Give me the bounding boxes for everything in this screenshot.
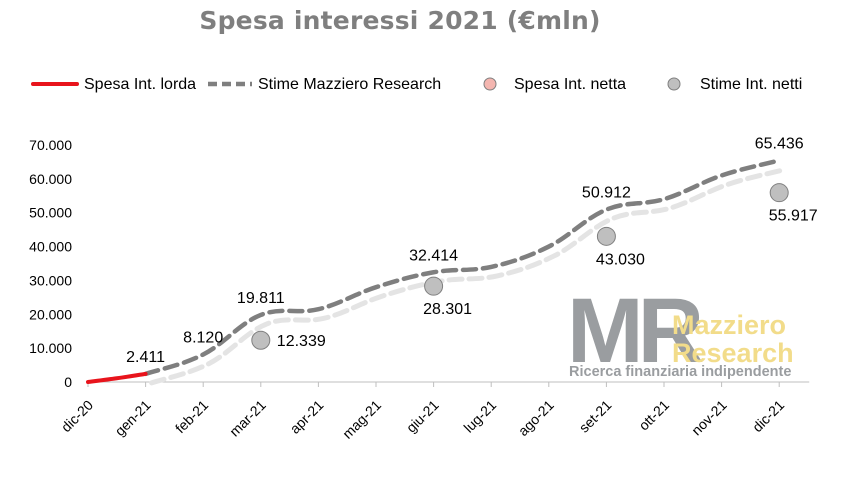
data-label: 19.811 xyxy=(237,290,285,307)
data-label: 43.030 xyxy=(596,251,645,268)
x-tick-label: ago-21 xyxy=(515,397,557,439)
x-tick-label: dic-21 xyxy=(749,397,787,435)
data-label: 32.414 xyxy=(409,247,458,264)
logo-line2: Research xyxy=(672,338,794,368)
x-tick-label: nov-21 xyxy=(688,397,730,439)
x-tick-label: ott-21 xyxy=(635,397,672,434)
series xyxy=(86,158,789,386)
data-point-stime-int-netti xyxy=(251,330,271,350)
x-tick-label: feb-21 xyxy=(172,397,212,437)
data-point-stime-int-netti xyxy=(596,226,616,246)
x-tick-label: mar-21 xyxy=(226,397,269,440)
data-point-stime-int-netti xyxy=(424,276,444,296)
y-tick-label: 40.000 xyxy=(29,239,72,255)
series-line-stime-mazziero xyxy=(143,158,782,377)
data-label: 12.339 xyxy=(277,333,326,350)
logo-line1: Mazziero xyxy=(672,310,786,340)
x-tick-label: apr-21 xyxy=(287,397,327,437)
y-tick-label: 50.000 xyxy=(29,205,72,221)
x-tick-label: giu-21 xyxy=(403,397,442,436)
data-label: 55.917 xyxy=(769,208,818,225)
logo-tagline: Ricerca finanziaria indipendente xyxy=(569,364,791,380)
y-tick-label: 20.000 xyxy=(29,306,72,322)
x-tick-label: set-21 xyxy=(576,397,615,436)
series-line-spesa-lorda xyxy=(86,371,148,384)
logo-letters: MR xyxy=(567,280,703,382)
x-tick-label: dic-20 xyxy=(58,397,96,435)
x-tick-label: gen-21 xyxy=(112,397,154,439)
series-shadow-stime-mazziero xyxy=(149,166,788,386)
y-tick-label: 60.000 xyxy=(29,171,72,187)
data-labels: 2.411 8.120 19.811 12.339 32.414 28.301 50.912… xyxy=(126,135,818,365)
y-tick-label: 0 xyxy=(64,374,72,390)
legend-swatch-marker xyxy=(483,77,497,91)
y-tick-label: 30.000 xyxy=(29,272,72,288)
chart-title: Spesa interessi 2021 (€mln) xyxy=(199,6,601,35)
legend-label: Spesa Int. lorda xyxy=(84,76,196,93)
x-tick-label: lug-21 xyxy=(460,397,499,436)
legend-label: Stime Int. netti xyxy=(700,76,802,93)
data-label: 50.912 xyxy=(582,185,631,202)
data-label: 28.301 xyxy=(423,301,472,318)
y-tick-label: 70.000 xyxy=(29,137,72,153)
y-tick-label: 10.000 xyxy=(29,340,72,356)
legend-swatch-marker xyxy=(667,77,681,91)
legend: Spesa Int. lorda Stime Mazziero Research S… xyxy=(31,76,802,93)
data-label: 8.120 xyxy=(183,330,223,347)
legend-label: Stime Mazziero Research xyxy=(258,76,441,93)
legend-label: Spesa Int. netta xyxy=(514,76,626,93)
data-label: 65.436 xyxy=(755,135,804,152)
data-point-stime-int-netti xyxy=(769,183,789,203)
data-label: 2.411 xyxy=(126,349,165,366)
x-tick-label: mag-21 xyxy=(339,397,384,442)
